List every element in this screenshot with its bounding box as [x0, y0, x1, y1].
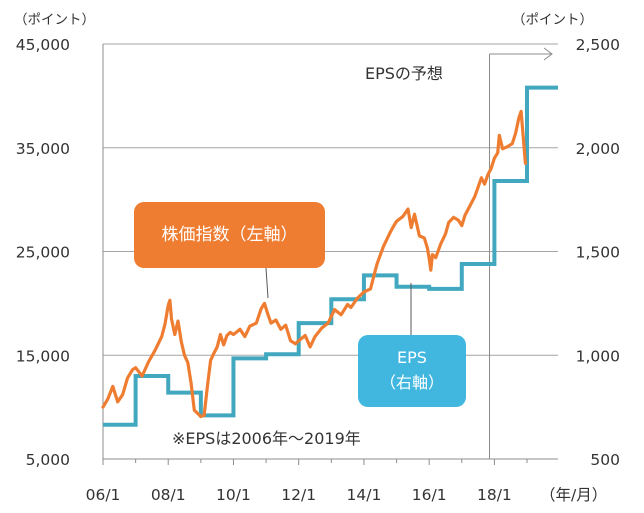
x-tick-label: 14/1	[347, 486, 382, 504]
eps-period-note: ※EPSは2006年～2019年	[172, 429, 361, 448]
left-axis-tick-labels: 45,000 35,000 25,000 15,000 5,000	[16, 36, 70, 469]
price-callout-pointer	[265, 267, 269, 299]
price-index-callout: 株価指数（左軸）	[134, 202, 325, 268]
forecast-label: EPSの予想	[365, 64, 443, 83]
price-index-series-line	[101, 109, 528, 419]
right-axis-tick-labels: 2,500 2,000 1,500 1,000 500	[576, 36, 620, 469]
axes	[102, 44, 558, 465]
eps-series-line	[103, 85, 558, 427]
left-tick-label: 15,000	[16, 347, 70, 365]
forecast-marker	[489, 47, 553, 459]
x-tick-label: 16/1	[412, 486, 447, 504]
right-tick-label: 2,500	[576, 36, 620, 54]
left-tick-label: 35,000	[16, 140, 70, 158]
eps-callout-axis: （右軸）	[379, 373, 444, 392]
eps-callout: EPS （右軸）	[358, 335, 466, 407]
left-axis-unit: （ポイント）	[14, 12, 95, 28]
left-tick-label: 5,000	[26, 451, 70, 469]
right-axis-unit: （ポイント）	[512, 12, 593, 28]
eps-callout-title: EPS	[397, 348, 427, 367]
x-tick-label: 10/1	[216, 486, 251, 504]
right-tick-label: 2,000	[576, 140, 620, 158]
x-tick-label: 08/1	[151, 486, 186, 504]
right-tick-label: 1,500	[576, 244, 620, 262]
forecast-arrow-head	[543, 47, 553, 61]
x-axis-tick-labels: 06/1 08/1 10/1 12/1 14/1 16/1 18/1	[86, 486, 512, 504]
right-tick-label: 500	[590, 451, 620, 469]
left-tick-label: 45,000	[16, 36, 70, 54]
left-tick-label: 25,000	[16, 244, 70, 262]
series-lines	[101, 85, 558, 427]
x-tick-label: 12/1	[281, 486, 316, 504]
right-tick-label: 1,000	[576, 347, 620, 365]
x-tick-label: 06/1	[86, 486, 121, 504]
x-axis-unit: （年/月）	[540, 486, 607, 504]
x-tick-label: 18/1	[477, 486, 512, 504]
